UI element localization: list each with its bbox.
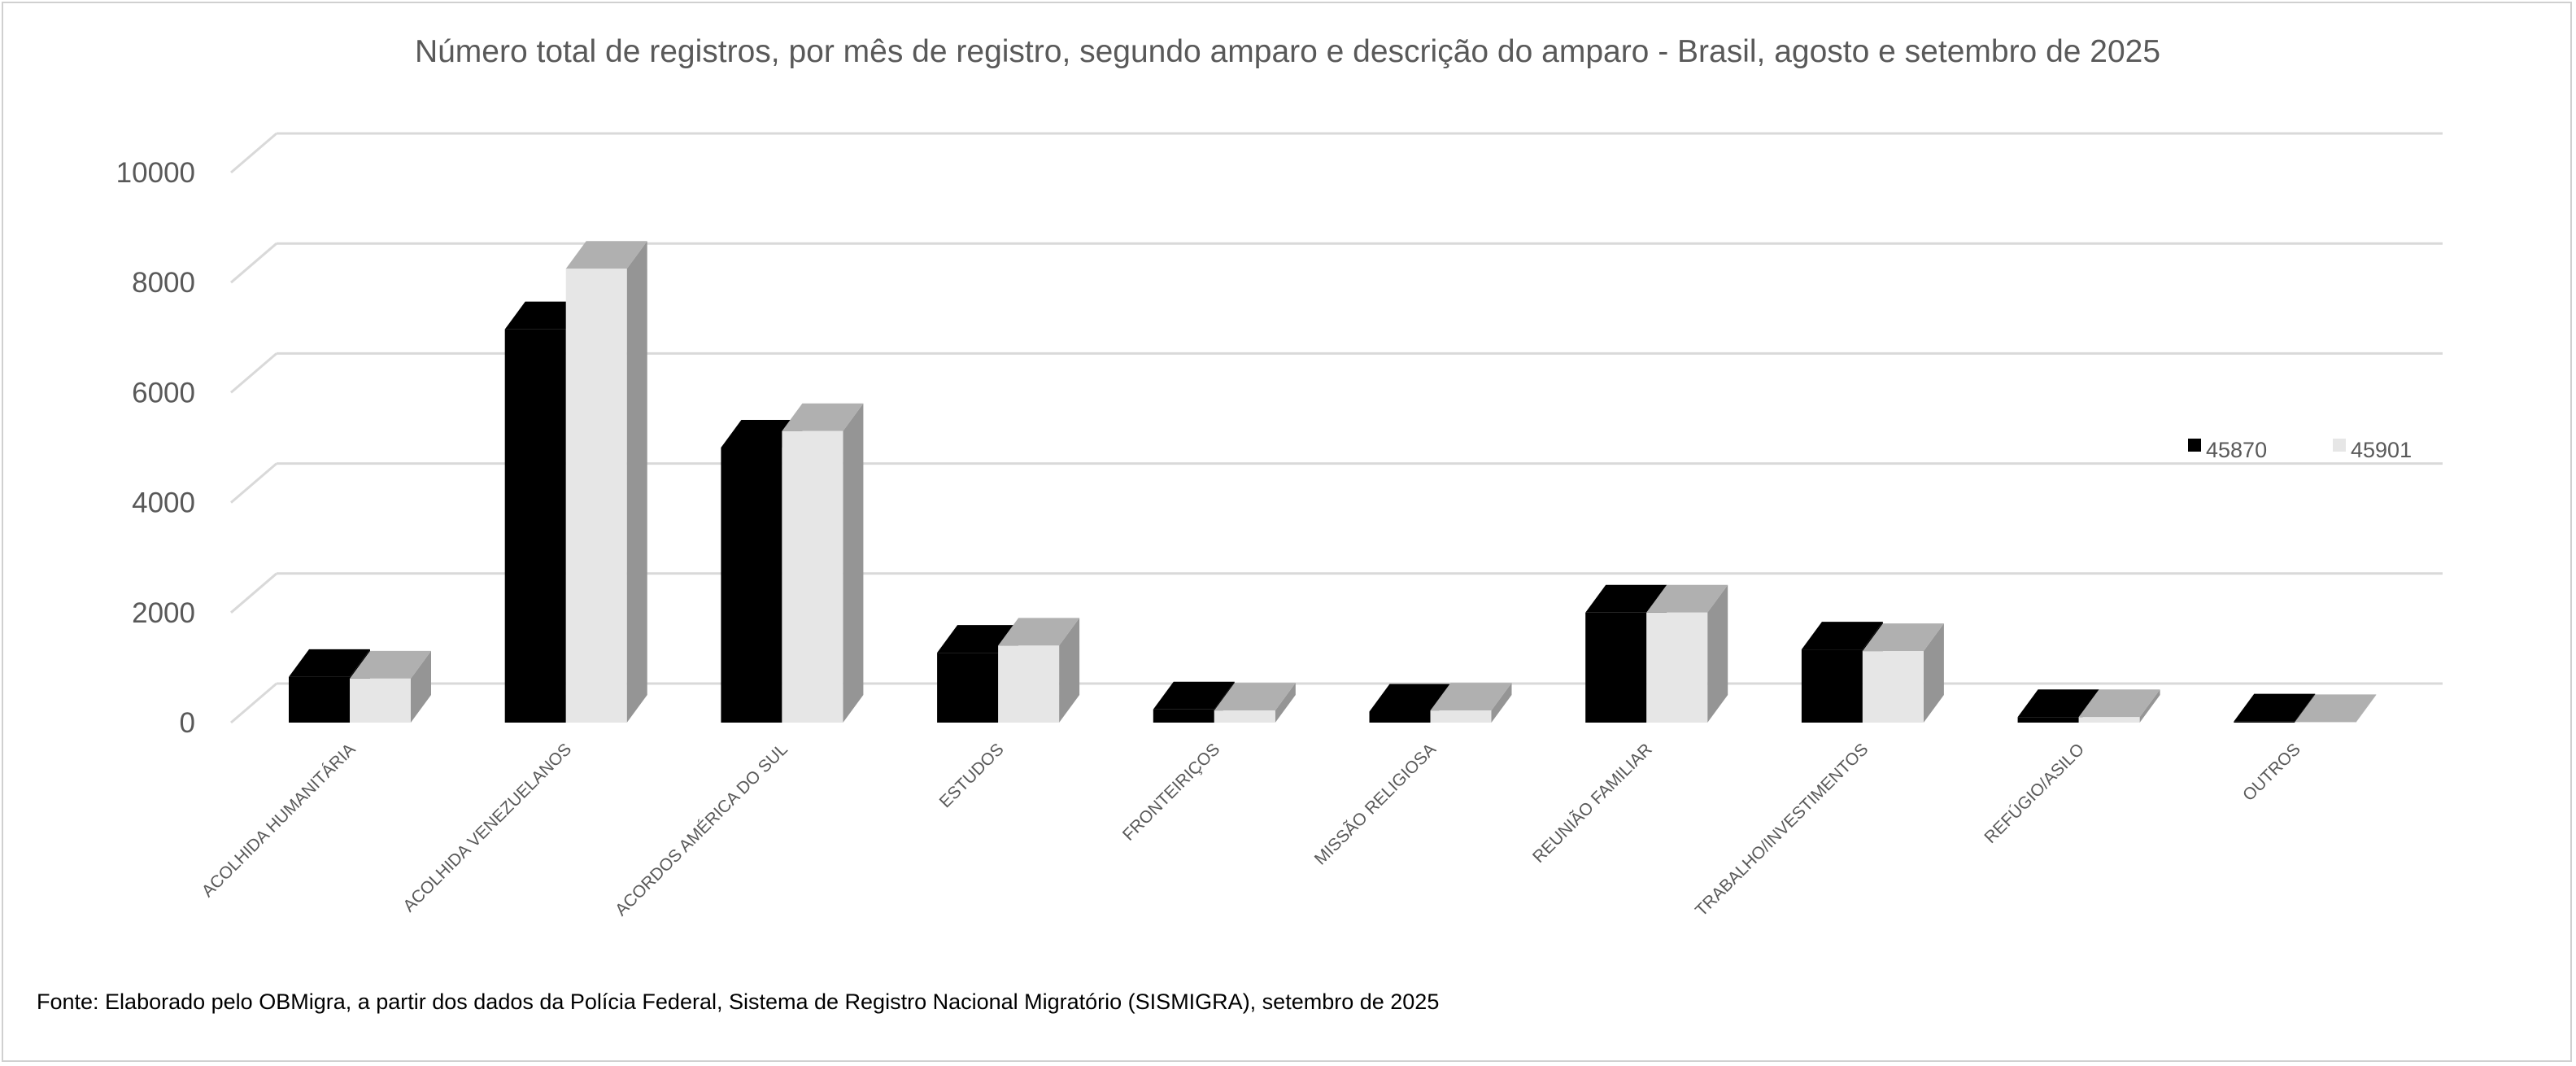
bar-side xyxy=(1923,623,1944,723)
bar-side xyxy=(626,241,647,723)
chart-title: Número total de registros, por mês de re… xyxy=(415,34,2160,69)
bar xyxy=(2295,694,2377,723)
bar xyxy=(1214,683,1296,723)
x-tick-label: TRABALHO/INVESTIMENTOS xyxy=(1692,740,1872,920)
bar-front xyxy=(2295,722,2356,723)
y-tick-label: 10000 xyxy=(116,157,195,189)
legend-label: 45901 xyxy=(2351,438,2412,462)
bars xyxy=(289,241,2377,723)
bar-front xyxy=(1214,710,1275,723)
y-tick-label: 8000 xyxy=(132,267,195,299)
bar-top xyxy=(1369,684,1451,712)
bar xyxy=(998,618,1080,723)
bar-side xyxy=(2356,694,2377,723)
bar-side xyxy=(1275,683,1296,723)
bar-top xyxy=(565,241,647,269)
y-axis-ticks: 0 2000 4000 6000 8000 10000 xyxy=(116,157,195,739)
bar-front xyxy=(1430,710,1492,723)
bar-top xyxy=(998,618,1080,646)
legend: 45870 45901 xyxy=(2188,438,2412,462)
bar-top xyxy=(1646,584,1728,613)
bar-front xyxy=(782,430,843,723)
bar-side xyxy=(1059,618,1080,723)
x-tick-label: OUTROS xyxy=(2239,740,2304,805)
gridline-diagonal xyxy=(230,572,277,614)
gridline-diagonal xyxy=(230,242,277,284)
source-footnote: Fonte: Elaborado pelo OBMigra, a partir … xyxy=(37,990,1439,1014)
bar-top xyxy=(1153,681,1235,710)
gridline-diagonal xyxy=(230,352,277,394)
bar-side xyxy=(1707,584,1728,723)
gridline-diagonal xyxy=(230,682,277,724)
bar xyxy=(1430,683,1512,723)
x-tick-label: ESTUDOS xyxy=(936,740,1008,811)
bar-side xyxy=(843,403,864,723)
bar xyxy=(782,403,864,723)
y-tick-label: 0 xyxy=(180,707,195,739)
bar-front xyxy=(1369,711,1431,723)
bar-top xyxy=(1214,683,1296,711)
bar-top xyxy=(2078,689,2160,718)
bar-front xyxy=(2017,717,2079,723)
bar-front xyxy=(1585,612,1647,723)
bar-front xyxy=(721,448,782,723)
y-tick-label: 2000 xyxy=(132,597,195,629)
bar-front xyxy=(2234,721,2295,723)
bar-front xyxy=(937,653,999,723)
gridline-diagonal xyxy=(230,462,277,504)
legend-swatch xyxy=(2333,439,2346,452)
bar-front xyxy=(289,676,350,723)
bar-top xyxy=(289,649,370,677)
bar xyxy=(2078,689,2160,723)
bar-top xyxy=(2017,689,2099,718)
x-tick-label: ACOLHIDA HUMANITÁRIA xyxy=(198,740,360,901)
x-tick-label: REUNIÃO FAMILIAR xyxy=(1528,740,1655,867)
bar-front xyxy=(350,678,411,723)
bar-side xyxy=(1491,683,1512,723)
bar-front xyxy=(1153,709,1214,723)
bar-front xyxy=(998,645,1060,723)
gridline-diagonal xyxy=(230,132,277,174)
y-tick-label: 6000 xyxy=(132,377,195,408)
bar-front xyxy=(1862,651,1924,723)
bar-front xyxy=(565,269,627,723)
x-tick-label: FRONTEIRIÇOS xyxy=(1119,740,1223,844)
legend-label: 45870 xyxy=(2206,438,2267,462)
bar-front xyxy=(1646,612,1708,723)
y-tick-label: 4000 xyxy=(132,487,195,519)
bar xyxy=(1646,584,1728,723)
bar xyxy=(350,650,431,723)
bar-top xyxy=(1430,683,1512,711)
x-axis-labels: ACOLHIDA HUMANITÁRIA ACOLHIDA VENEZUELANO… xyxy=(198,740,2304,920)
bar xyxy=(565,241,647,723)
bar-front xyxy=(2078,717,2140,723)
bar-side xyxy=(2139,689,2160,723)
x-tick-label: MISSÃO RELIGIOSA xyxy=(1310,740,1440,869)
bar-top xyxy=(782,403,864,431)
bar-front xyxy=(504,329,566,723)
x-tick-label: ACOLHIDA VENEZUELANOS xyxy=(399,740,575,915)
bar-top xyxy=(1862,623,1944,652)
legend-swatch xyxy=(2188,439,2201,452)
bar xyxy=(1862,623,1944,723)
x-tick-label: REFÚGIO/ASILO xyxy=(1981,740,2088,847)
bar-top xyxy=(1585,584,1667,613)
bar-top xyxy=(350,650,431,679)
bar-top xyxy=(2234,693,2316,722)
x-tick-label: ACORDOS AMÉRICA DO SUL xyxy=(612,740,791,920)
bar-front xyxy=(1801,649,1863,723)
bar-top xyxy=(2295,694,2377,723)
bar-side xyxy=(411,650,431,723)
bar-top xyxy=(1801,622,1883,650)
